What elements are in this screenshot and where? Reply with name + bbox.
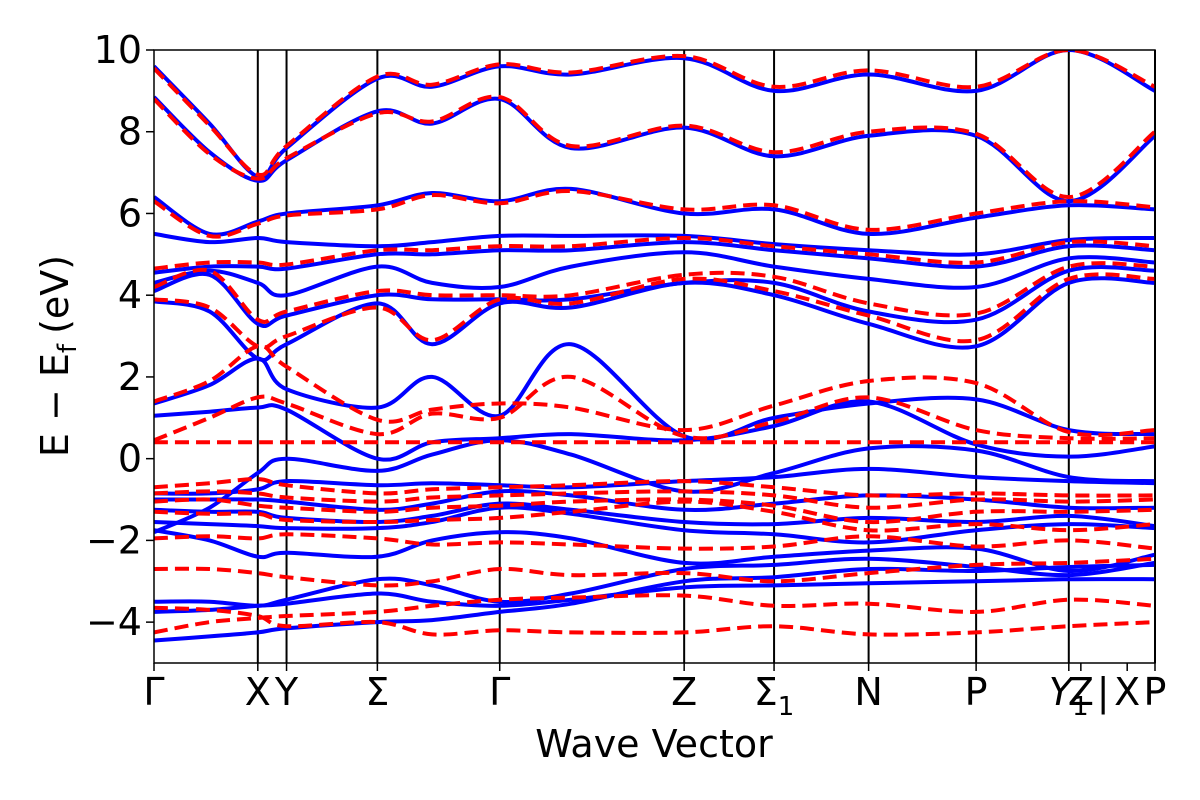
x-tick-label: Σ bbox=[365, 670, 389, 714]
band-line-solid bbox=[154, 240, 1155, 275]
y-tick-label: 2 bbox=[118, 355, 142, 399]
y-axis-title-main: E − E bbox=[33, 353, 77, 457]
x-axis-ticks: Γ X Y Σ Γ Z Σ1 N P Y1Z | X P bbox=[143, 663, 1166, 722]
x-tick-label: Γ bbox=[489, 670, 510, 714]
band-line-dashed bbox=[154, 593, 1155, 635]
x-tick-label: X bbox=[245, 670, 271, 714]
x-tick-label: Γ bbox=[143, 670, 164, 714]
x-tick-label: Y bbox=[274, 670, 299, 714]
band-line-solid bbox=[154, 276, 1155, 362]
y-axis-ticks: −4 −2 0 2 4 6 8 10 bbox=[86, 28, 154, 644]
band-line-solid bbox=[154, 438, 1155, 535]
y-tick-label: 8 bbox=[118, 110, 142, 154]
band-line-solid bbox=[154, 50, 1155, 180]
band-line-solid bbox=[154, 528, 1155, 574]
band-line-dashed bbox=[154, 236, 1155, 271]
y-tick-label: 10 bbox=[94, 28, 142, 72]
band-line-dashed bbox=[154, 532, 1155, 551]
band-line-dashed bbox=[154, 261, 1155, 324]
x-tick-label: Σ1 bbox=[754, 670, 795, 722]
band-line-solid bbox=[154, 556, 1155, 608]
y-axis-title: E − Ef (eV) bbox=[33, 255, 83, 457]
x-tick-label: Y1 bbox=[1049, 670, 1089, 722]
y-axis-title-subscript: f bbox=[53, 343, 83, 353]
x-tick-label: Z bbox=[1068, 670, 1094, 714]
band-line-solid bbox=[154, 231, 1155, 257]
band-line-dashed bbox=[154, 499, 1155, 533]
x-tick-label: Z bbox=[671, 670, 697, 714]
band-line-dashed bbox=[154, 489, 1155, 510]
y-tick-label: −4 bbox=[86, 600, 142, 644]
x-tick-label: N bbox=[854, 670, 882, 714]
y-tick-label: 4 bbox=[118, 273, 142, 317]
x-tick-label: P bbox=[965, 670, 988, 714]
x-axis-title: Wave Vector bbox=[535, 722, 773, 766]
y-axis-title-unit: (eV) bbox=[33, 255, 77, 334]
band-line-dashed bbox=[154, 188, 1155, 239]
y-tick-label: 0 bbox=[118, 437, 142, 481]
band-line-solid bbox=[154, 265, 1155, 329]
y-tick-label: 6 bbox=[118, 191, 142, 235]
band-line-solid bbox=[154, 342, 1155, 442]
band-line-solid bbox=[154, 505, 1155, 545]
x-tick-label: X bbox=[1114, 670, 1140, 714]
band-line-dashed bbox=[154, 50, 1155, 178]
x-tick-label: | bbox=[1097, 670, 1110, 715]
band-line-dashed bbox=[154, 497, 1155, 525]
band-line-dashed bbox=[154, 94, 1155, 200]
plot-frame bbox=[153, 49, 1156, 664]
band-line-solid bbox=[154, 399, 1155, 462]
band-line-dashed bbox=[154, 374, 1155, 443]
y-tick-label: −2 bbox=[86, 518, 142, 562]
band-line-solid bbox=[154, 250, 1155, 298]
band-line-solid bbox=[154, 186, 1155, 237]
band-lines bbox=[154, 50, 1155, 643]
band-line-solid bbox=[154, 501, 1155, 529]
band-line-dashed bbox=[154, 605, 1155, 637]
x-tick-label: P bbox=[1144, 670, 1167, 714]
band-line-dashed bbox=[154, 556, 1155, 588]
band-line-solid bbox=[154, 466, 1155, 496]
band-line-dashed bbox=[154, 477, 1155, 498]
band-line-dashed bbox=[154, 343, 1155, 438]
band-line-solid bbox=[154, 562, 1155, 643]
band-line-dashed bbox=[154, 272, 1155, 350]
